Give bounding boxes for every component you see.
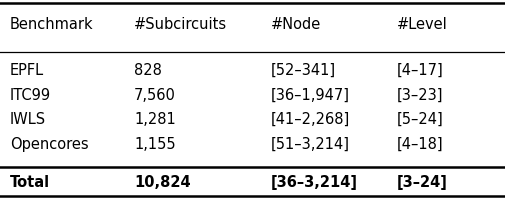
Text: #Node: #Node: [270, 17, 320, 32]
Text: Total: Total: [10, 175, 50, 190]
Text: #Level: #Level: [396, 17, 447, 32]
Text: [52–341]: [52–341]: [270, 63, 335, 78]
Text: IWLS: IWLS: [10, 112, 46, 127]
Text: [3–24]: [3–24]: [396, 175, 447, 190]
Text: [51–3,214]: [51–3,214]: [270, 137, 349, 152]
Text: #Subcircuits: #Subcircuits: [134, 17, 227, 32]
Text: 10,824: 10,824: [134, 175, 190, 190]
Text: [5–24]: [5–24]: [396, 112, 443, 127]
Text: [4–18]: [4–18]: [396, 137, 443, 152]
Text: EPFL: EPFL: [10, 63, 44, 78]
Text: Opencores: Opencores: [10, 137, 88, 152]
Text: [36–1,947]: [36–1,947]: [270, 88, 349, 103]
Text: [3–23]: [3–23]: [396, 88, 443, 103]
Text: ITC99: ITC99: [10, 88, 51, 103]
Text: Benchmark: Benchmark: [10, 17, 93, 32]
Text: 1,281: 1,281: [134, 112, 176, 127]
Text: [41–2,268]: [41–2,268]: [270, 112, 349, 127]
Text: 828: 828: [134, 63, 162, 78]
Text: 1,155: 1,155: [134, 137, 175, 152]
Text: [36–3,214]: [36–3,214]: [270, 175, 357, 190]
Text: 7,560: 7,560: [134, 88, 176, 103]
Text: [4–17]: [4–17]: [396, 63, 443, 78]
